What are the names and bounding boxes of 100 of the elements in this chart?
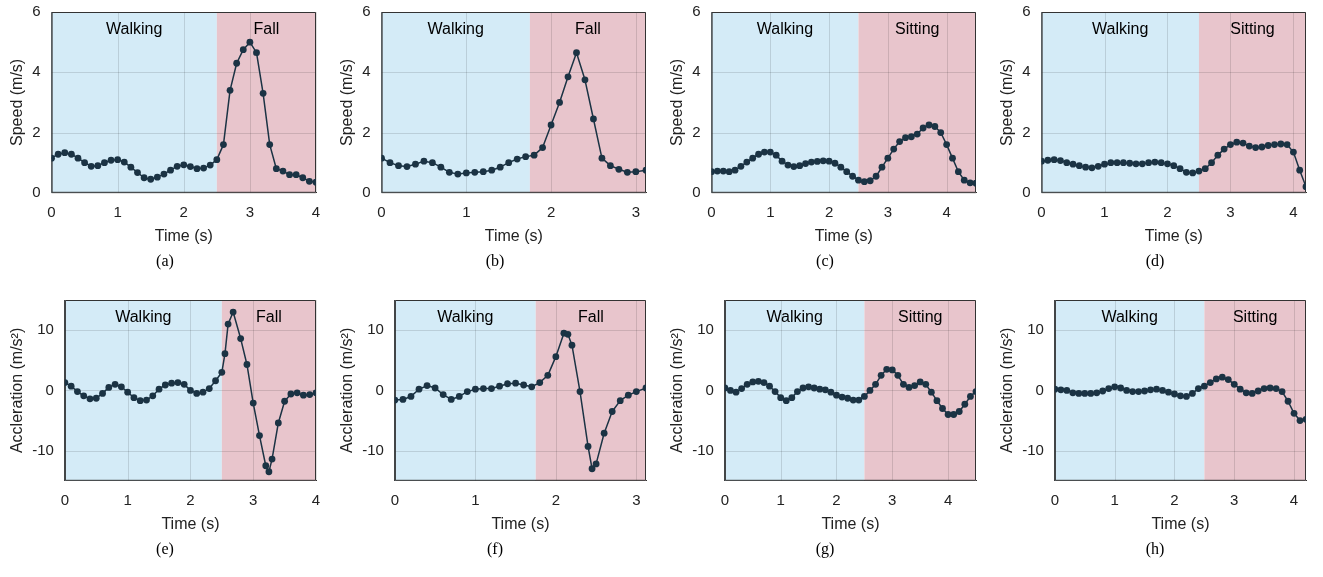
point bbox=[902, 134, 909, 142]
point bbox=[849, 172, 856, 180]
x-tick-label: 1 bbox=[123, 490, 132, 508]
point bbox=[1087, 390, 1095, 397]
point bbox=[300, 391, 307, 399]
x-axis-title: Time (s) bbox=[821, 514, 880, 532]
point bbox=[246, 38, 254, 46]
y-tick-label: 2 bbox=[692, 122, 701, 140]
y-tick-label: 0 bbox=[1022, 182, 1031, 200]
point bbox=[206, 161, 214, 169]
point bbox=[496, 382, 503, 390]
point bbox=[1248, 390, 1256, 397]
point bbox=[878, 163, 886, 171]
point bbox=[813, 158, 821, 165]
x-tick-label: 4 bbox=[1289, 202, 1298, 220]
point bbox=[802, 160, 809, 167]
x-tick-label: 2 bbox=[186, 490, 195, 508]
x-tick-label: 1 bbox=[462, 202, 471, 220]
y-tick-label: 10 bbox=[1027, 320, 1044, 338]
point bbox=[1069, 389, 1077, 397]
band-label: Walking bbox=[756, 20, 814, 38]
band-label: Fall bbox=[253, 20, 280, 38]
point bbox=[249, 399, 257, 407]
point bbox=[218, 368, 226, 376]
x-tick-label: 3 bbox=[245, 202, 255, 220]
point bbox=[922, 380, 930, 388]
point bbox=[1101, 160, 1108, 168]
text: (c) bbox=[815, 252, 835, 270]
point bbox=[860, 178, 868, 186]
point bbox=[943, 141, 951, 148]
point bbox=[1277, 140, 1285, 148]
point bbox=[180, 380, 188, 388]
point bbox=[54, 150, 62, 158]
point bbox=[844, 394, 852, 402]
point bbox=[429, 159, 436, 167]
point bbox=[1189, 390, 1196, 397]
y-tick-label: 0 bbox=[32, 182, 41, 200]
point bbox=[725, 168, 733, 176]
x-axis-title: Time (s) bbox=[814, 226, 873, 244]
point bbox=[187, 387, 194, 394]
point bbox=[933, 397, 941, 405]
point bbox=[287, 390, 295, 398]
point bbox=[512, 379, 520, 387]
point bbox=[1057, 157, 1064, 164]
point bbox=[504, 380, 511, 388]
point bbox=[743, 158, 751, 166]
point bbox=[220, 141, 227, 148]
point bbox=[623, 168, 631, 176]
y-axis-title: Accleration (m/s²) bbox=[998, 327, 1016, 454]
point bbox=[1271, 141, 1278, 148]
point bbox=[447, 396, 455, 403]
point bbox=[1182, 168, 1190, 176]
point bbox=[738, 385, 746, 392]
point bbox=[114, 156, 122, 164]
point bbox=[855, 396, 863, 404]
point bbox=[937, 129, 945, 136]
point bbox=[86, 395, 94, 403]
point bbox=[174, 379, 182, 386]
point bbox=[80, 392, 88, 400]
x-tick-label: 3 bbox=[1226, 202, 1235, 220]
point bbox=[1129, 388, 1137, 396]
point bbox=[445, 168, 453, 176]
x-tick-label: 1 bbox=[1100, 202, 1109, 220]
x-tick-label: 2 bbox=[824, 202, 834, 220]
point bbox=[777, 394, 785, 402]
point bbox=[505, 159, 513, 167]
point bbox=[407, 393, 415, 400]
point bbox=[925, 121, 933, 129]
text: (e) bbox=[155, 540, 175, 558]
point bbox=[167, 166, 174, 174]
point bbox=[462, 169, 470, 177]
x-tick-label: 1 bbox=[776, 490, 785, 508]
point bbox=[821, 386, 829, 394]
point bbox=[488, 385, 495, 392]
y-tick-label: 6 bbox=[362, 2, 371, 20]
point bbox=[855, 176, 862, 184]
point bbox=[860, 393, 868, 400]
point bbox=[1147, 386, 1154, 394]
point bbox=[1189, 169, 1197, 177]
point bbox=[266, 141, 274, 148]
point bbox=[213, 156, 221, 164]
point bbox=[253, 49, 260, 57]
point bbox=[1075, 162, 1083, 170]
point bbox=[513, 155, 521, 163]
text: (a) bbox=[155, 252, 175, 270]
point bbox=[1266, 384, 1274, 392]
point bbox=[872, 172, 880, 180]
band-label: Fall bbox=[575, 20, 601, 38]
point bbox=[808, 158, 815, 166]
point bbox=[117, 383, 125, 391]
point bbox=[168, 379, 176, 387]
y-tick-label: 10 bbox=[37, 320, 54, 338]
point bbox=[573, 49, 580, 57]
x-tick-label: 0 bbox=[60, 490, 70, 508]
point bbox=[568, 341, 576, 349]
point bbox=[1208, 159, 1215, 167]
point bbox=[180, 161, 188, 169]
point bbox=[530, 151, 538, 159]
band-label: Fall bbox=[577, 308, 604, 326]
point bbox=[1195, 167, 1203, 175]
